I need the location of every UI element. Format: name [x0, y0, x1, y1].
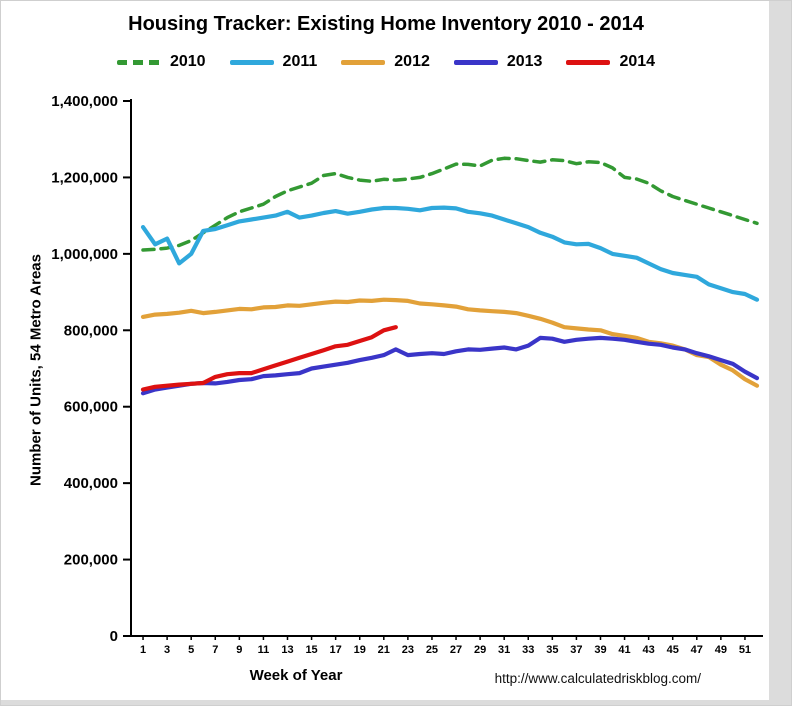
legend-label-2012: 2012 [394, 53, 430, 70]
y-tick-label: 1,200,000 [51, 169, 118, 186]
series-line-2010 [141, 156, 759, 252]
legend-item-2013: 2013 [453, 53, 543, 71]
legend-swatch-2013 [453, 59, 498, 65]
x-tick-label: 39 [594, 644, 606, 656]
y-tick-label: 1,400,000 [51, 93, 118, 110]
x-tick-label: 9 [236, 644, 242, 656]
x-tick-label: 47 [691, 644, 703, 656]
legend-swatch-2014 [566, 59, 611, 65]
x-tick-label: 37 [570, 644, 582, 656]
legend-swatch-2012 [341, 59, 386, 65]
x-tick-label: 49 [715, 644, 727, 656]
x-axis-title: Week of Year [249, 667, 343, 684]
source-url: http://www.calculatedriskblog.com/ [494, 671, 701, 686]
x-tick-label: 15 [305, 644, 317, 656]
x-tick-label: 27 [450, 644, 462, 656]
x-tick-label: 29 [474, 644, 486, 656]
x-tick-label: 35 [546, 644, 558, 656]
series-line-2011 [140, 205, 760, 302]
legend-swatch-2011 [229, 59, 274, 65]
x-tick-label: 33 [522, 644, 534, 656]
x-tick-label: 13 [281, 644, 293, 656]
y-tick-label: 400,000 [64, 475, 118, 492]
y-tick-label: 800,000 [64, 322, 118, 339]
legend-item-2011: 2011 [229, 53, 318, 71]
series-line-2014 [140, 325, 398, 392]
y-tick-label: 0 [110, 628, 118, 645]
series-line-2013 [140, 335, 760, 396]
x-tick-label: 45 [667, 644, 679, 656]
x-tick-label: 5 [188, 644, 194, 656]
legend-item-2010: 2010 [116, 53, 206, 71]
x-tick-label: 19 [354, 644, 366, 656]
legend-label-2013: 2013 [506, 53, 543, 70]
page-background-strip-bottom [1, 700, 791, 705]
page-background-strip-right [769, 1, 791, 705]
x-tick-label: 1 [140, 644, 146, 656]
legend-label-2010: 2010 [169, 53, 206, 70]
y-tick-label: 600,000 [64, 399, 118, 416]
x-tick-label: 43 [643, 644, 655, 656]
y-tick-label: 200,000 [64, 552, 118, 569]
chart-title: Housing Tracker: Existing Home Inventory… [128, 13, 644, 35]
x-tick-label: 17 [330, 644, 342, 656]
y-tick-label: 1,000,000 [51, 246, 118, 263]
y-axis-title: Number of Units, 54 Metro Areas [27, 254, 45, 486]
x-tick-label: 51 [739, 644, 751, 656]
x-tick-label: 41 [618, 644, 630, 656]
legend-item-2012: 2012 [341, 53, 430, 71]
x-tick-label: 11 [258, 644, 270, 656]
x-tick-label: 21 [378, 644, 390, 656]
legend-label-2011: 2011 [282, 53, 318, 70]
x-tick-label: 25 [426, 644, 438, 656]
legend-item-2014: 2014 [566, 53, 655, 71]
legend-label-2014: 2014 [619, 53, 656, 70]
legend-swatch-2010 [116, 59, 161, 65]
x-tick-label: 23 [402, 644, 414, 656]
x-tick-label: 7 [212, 644, 218, 656]
chart-legend: 2010 2011 2012 2013 2014 [1, 53, 771, 71]
x-tick-label: 3 [164, 644, 170, 656]
x-tick-label: 31 [498, 644, 510, 656]
